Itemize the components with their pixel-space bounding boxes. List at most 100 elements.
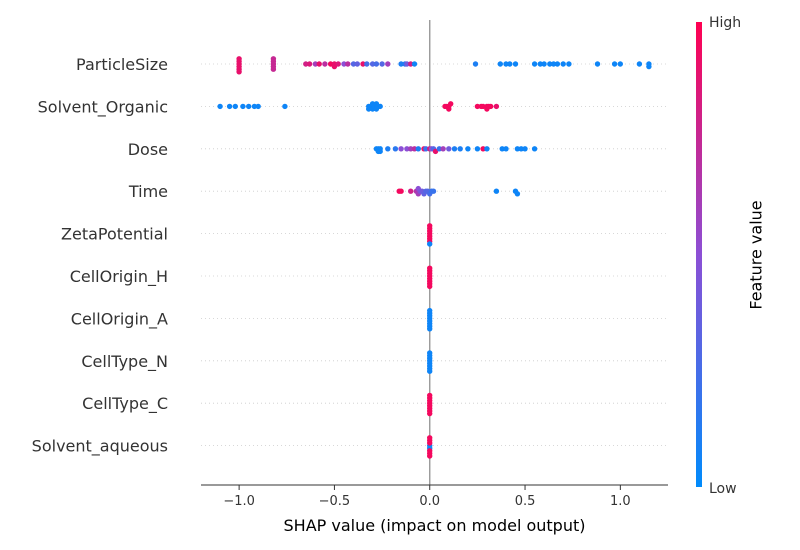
shap-point bbox=[617, 61, 623, 67]
shap-point bbox=[531, 61, 538, 67]
shap-point bbox=[379, 61, 385, 67]
shap-point bbox=[217, 103, 223, 110]
shap-point bbox=[427, 410, 433, 417]
shap-point bbox=[518, 146, 524, 152]
shap-point bbox=[446, 106, 452, 112]
shap-point bbox=[427, 326, 433, 332]
shap-point bbox=[366, 106, 372, 112]
shap-point bbox=[507, 61, 513, 67]
x-tick-label: −0.5 bbox=[319, 494, 351, 509]
shap-point bbox=[497, 61, 503, 67]
shap-point bbox=[503, 61, 509, 67]
shap-point bbox=[369, 101, 376, 107]
shap-point bbox=[514, 146, 521, 152]
shap-point bbox=[440, 146, 446, 152]
shap-point bbox=[373, 101, 380, 107]
shap-point bbox=[331, 63, 338, 70]
shap-point bbox=[451, 146, 458, 152]
shap-point bbox=[427, 453, 433, 459]
shap-point bbox=[427, 307, 433, 314]
shap-point bbox=[488, 103, 494, 110]
shap-point bbox=[493, 103, 500, 110]
shap-point bbox=[303, 61, 309, 67]
colorbar-low-label: Low bbox=[709, 481, 737, 497]
shap-point bbox=[611, 61, 618, 67]
shap-point bbox=[240, 103, 246, 110]
shap-point bbox=[392, 146, 399, 152]
feature-label: Solvent_aqueous bbox=[32, 437, 168, 457]
feature-label: Dose bbox=[128, 140, 168, 159]
shap-point bbox=[312, 61, 319, 67]
shap-point bbox=[408, 146, 414, 152]
feature-labels: ParticleSize Solvent_Organic Dose Time ZetaP… bbox=[32, 55, 168, 457]
shap-point bbox=[493, 188, 500, 194]
shap-point bbox=[385, 61, 391, 67]
shap-point bbox=[480, 146, 486, 152]
shap-point bbox=[472, 61, 479, 67]
shap-point bbox=[232, 103, 238, 110]
shap-point bbox=[385, 146, 391, 152]
shap-point bbox=[427, 435, 433, 441]
shap-point bbox=[377, 148, 383, 155]
shap-point bbox=[531, 146, 538, 152]
shap-point bbox=[427, 350, 433, 356]
shap-point bbox=[554, 61, 561, 67]
shap-point bbox=[398, 188, 404, 194]
shap-point bbox=[474, 103, 481, 110]
shap-point bbox=[427, 241, 433, 247]
shap-point bbox=[270, 66, 277, 72]
shap-point bbox=[427, 392, 433, 399]
shap-point bbox=[646, 63, 652, 70]
shap-point bbox=[427, 265, 433, 271]
shap-point bbox=[255, 103, 261, 110]
shap-point bbox=[306, 61, 313, 67]
shap-point bbox=[408, 61, 414, 67]
shap-point bbox=[246, 103, 252, 110]
shap-point bbox=[423, 146, 429, 152]
shap-point bbox=[499, 146, 505, 152]
shap-point bbox=[448, 101, 454, 107]
feature-label: CellOrigin_A bbox=[71, 309, 168, 329]
x-tick-label: 0.5 bbox=[515, 494, 536, 509]
shap-point bbox=[236, 69, 242, 75]
shap-point bbox=[522, 146, 528, 152]
shap-point bbox=[335, 61, 341, 67]
shap-point bbox=[411, 61, 418, 67]
shap-point bbox=[369, 61, 376, 67]
shap-point bbox=[404, 61, 410, 67]
shap-point bbox=[251, 103, 258, 110]
feature-label: CellType_C bbox=[82, 394, 168, 414]
shap-point bbox=[436, 146, 442, 152]
shap-point bbox=[226, 103, 233, 110]
shap-point bbox=[547, 61, 553, 67]
shap-point bbox=[398, 61, 404, 67]
shap-point bbox=[550, 61, 557, 67]
x-tick-label: −1.0 bbox=[223, 494, 255, 509]
shap-point bbox=[427, 368, 433, 374]
shap-point bbox=[537, 61, 543, 67]
shap-point bbox=[484, 146, 490, 152]
colorbar: High Low Feature value bbox=[696, 15, 766, 497]
colorbar-high-label: High bbox=[709, 15, 741, 31]
shap-point bbox=[322, 61, 328, 67]
shap-point bbox=[373, 61, 380, 67]
beeswarm-points bbox=[217, 56, 652, 459]
feature-label: CellOrigin_H bbox=[70, 267, 168, 287]
shap-point bbox=[427, 283, 433, 290]
x-axis: −1.0 −0.5 0.0 0.5 1.0 SHAP value (impact on … bbox=[201, 484, 668, 535]
shap-point bbox=[350, 61, 357, 67]
shap-point bbox=[341, 61, 347, 67]
shap-point bbox=[636, 61, 643, 67]
row-gridlines bbox=[201, 63, 668, 447]
shap-point bbox=[446, 146, 452, 152]
shap-point bbox=[345, 61, 351, 67]
shap-point bbox=[411, 146, 418, 152]
x-tick-label: 0.0 bbox=[419, 494, 440, 509]
shap-point bbox=[360, 61, 366, 67]
shap-point bbox=[503, 146, 509, 152]
shap-point bbox=[474, 146, 481, 152]
shap-point bbox=[327, 61, 334, 67]
shap-point bbox=[457, 146, 463, 152]
feature-label: Solvent_Organic bbox=[38, 97, 168, 117]
colorbar-gradient bbox=[696, 22, 702, 487]
